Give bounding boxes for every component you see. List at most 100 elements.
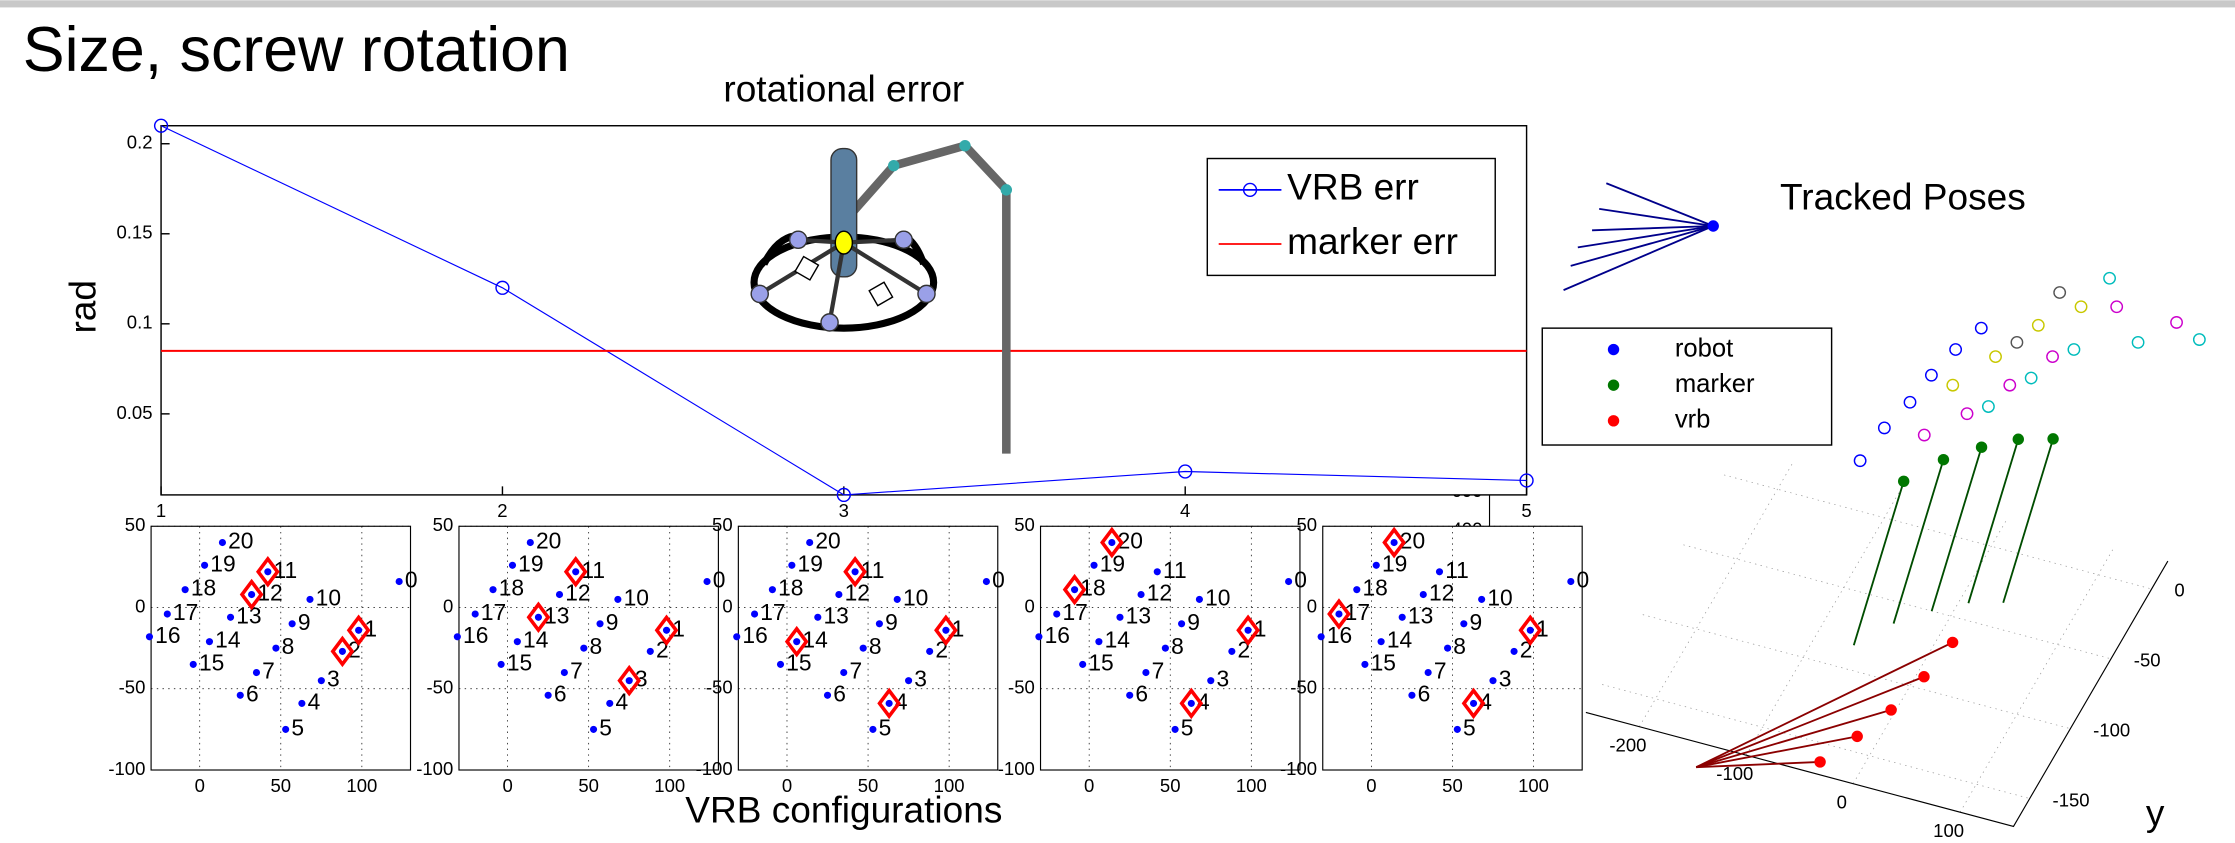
x-tick-label: 3 xyxy=(839,500,849,521)
orientation-arrow xyxy=(1570,225,1714,267)
robot-point xyxy=(1126,691,1134,699)
robot-point xyxy=(625,677,633,685)
robot-point xyxy=(1108,538,1116,547)
robot-point xyxy=(252,668,261,677)
robot-point xyxy=(1489,677,1497,685)
y-tick-label: -50 xyxy=(1290,677,1317,698)
x-tick-label: 0 xyxy=(1366,775,1376,796)
orientation-arrow xyxy=(1930,446,1983,612)
vrb-diamond xyxy=(563,555,588,588)
robot-point xyxy=(703,577,711,586)
robot-point xyxy=(453,633,461,641)
point-label: 9 xyxy=(298,609,311,635)
legend-marker xyxy=(1607,343,1620,356)
point-label: 9 xyxy=(1470,609,1483,635)
robot-point xyxy=(768,586,776,594)
point-label: 3 xyxy=(914,666,927,692)
point-label: 20 xyxy=(815,528,840,554)
x-tick-label: 5 xyxy=(1521,500,1531,521)
robot-point xyxy=(905,677,913,685)
vrb-point xyxy=(1851,730,1863,743)
y-tick-label: -50 xyxy=(2134,650,2161,671)
orientation-arrow xyxy=(1592,225,1714,232)
robot-point xyxy=(1408,691,1416,699)
x-tick-label: 100 xyxy=(654,775,685,796)
orientation-arrow xyxy=(1696,735,1858,769)
point-label: 16 xyxy=(155,622,180,648)
robot-point xyxy=(1377,638,1385,646)
point-label: 16 xyxy=(742,622,767,648)
point-label: 17 xyxy=(760,599,785,625)
point-label: 13 xyxy=(823,602,848,628)
robot-point xyxy=(338,647,346,655)
robot-point xyxy=(646,647,654,655)
robot-point xyxy=(181,586,189,594)
y-tick-label: 50 xyxy=(433,514,454,535)
vrb-diamond xyxy=(1327,598,1351,630)
point-label: 8 xyxy=(1171,633,1184,659)
grid-line xyxy=(1852,518,2008,784)
point-label: 4 xyxy=(895,688,908,714)
robot-point xyxy=(282,725,290,733)
vrb-diamond xyxy=(784,625,809,658)
point-label: 3 xyxy=(635,666,648,692)
robot-point xyxy=(306,595,314,603)
robot-point xyxy=(248,590,256,599)
robot-point xyxy=(806,538,814,547)
y-tick-label: 0 xyxy=(1307,595,1317,616)
robot-point xyxy=(1419,590,1427,599)
y-tick-label: 50 xyxy=(712,514,733,535)
point-label: 6 xyxy=(833,680,846,706)
robot-point xyxy=(1398,613,1406,621)
vrb-diamond xyxy=(934,614,958,647)
robot-point xyxy=(264,568,272,576)
y-tick-label: -50 xyxy=(706,677,733,698)
point-label: 15 xyxy=(1088,649,1113,675)
robot-point xyxy=(1707,220,1719,232)
grid-line xyxy=(1602,684,2030,799)
vrb-diamond xyxy=(1236,614,1260,647)
vrb-diamond xyxy=(654,614,679,647)
point-label: 13 xyxy=(1408,602,1433,628)
point-label: 10 xyxy=(624,584,649,610)
robot-point xyxy=(1361,660,1369,668)
point-label: 8 xyxy=(590,633,603,659)
robot-point xyxy=(982,577,990,586)
robot-point xyxy=(508,561,517,569)
point-label: 11 xyxy=(581,557,605,583)
y-tick-label: -50 xyxy=(427,677,454,698)
robot-point xyxy=(1142,668,1150,677)
robot-point xyxy=(489,586,497,594)
x-tick-label: 100 xyxy=(346,775,377,796)
point-label: 12 xyxy=(1147,580,1172,606)
robot-point xyxy=(1153,568,1161,576)
robot-point xyxy=(776,660,785,668)
robot-point xyxy=(662,626,671,634)
vrb-diamond xyxy=(1518,614,1543,647)
point-label: 7 xyxy=(262,658,275,684)
data-point xyxy=(153,118,169,133)
grid-line xyxy=(1959,546,2115,813)
tracked-poses: Tracked Poses -200 -100 0 100 -150 -100 -50 0 y 4 0… xyxy=(1451,176,2206,841)
robot-point xyxy=(851,568,859,576)
point-label: 1 xyxy=(952,615,965,641)
vrb-point xyxy=(1946,636,1959,649)
robot-point xyxy=(1444,644,1452,652)
point-label: 11 xyxy=(861,557,885,583)
vrb-point xyxy=(1885,704,1897,716)
point-label: 1 xyxy=(672,615,685,641)
y-tick-label: 0 xyxy=(1025,595,1035,616)
robot-point xyxy=(1195,595,1203,603)
point-label: 0 xyxy=(992,567,1005,593)
legend-box xyxy=(1206,157,1496,277)
orientation-arrow xyxy=(1892,459,1945,624)
y-tick-label: 0.2 xyxy=(127,132,153,153)
point-label: 9 xyxy=(885,609,898,635)
x-tick-label: 0 xyxy=(1084,775,1094,796)
point-label: 0 xyxy=(405,567,418,593)
legend-box xyxy=(1541,327,1833,446)
point-label: 0 xyxy=(1577,567,1590,593)
x-tick-label: 4 xyxy=(1180,500,1190,521)
point-label: 6 xyxy=(246,680,259,706)
point-label: 5 xyxy=(1181,714,1194,740)
